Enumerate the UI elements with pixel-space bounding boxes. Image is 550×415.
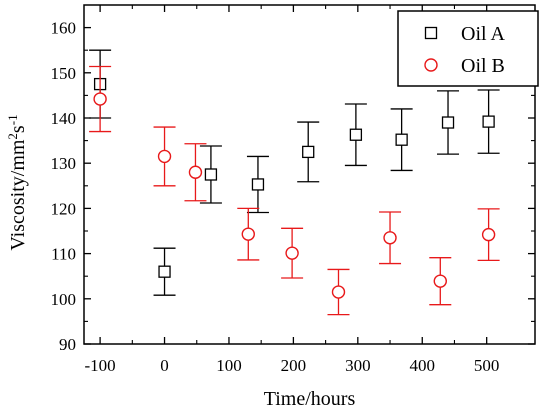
circle-marker [241, 227, 255, 241]
circle-marker [157, 149, 172, 164]
data-point [437, 90, 460, 155]
x-tick-label: 500 [474, 356, 500, 375]
data-point [281, 227, 304, 279]
circle-marker [331, 285, 346, 299]
circle-marker [188, 165, 203, 179]
square-marker [395, 133, 408, 146]
data-point [327, 268, 350, 316]
y-tick-label: 150 [51, 64, 77, 83]
x-tick-label: -100 [85, 356, 116, 375]
data-point [184, 143, 207, 202]
x-tick-label: 400 [410, 356, 436, 375]
y-axis-title-base: Viscosity/mm [7, 139, 29, 250]
data-point [344, 103, 367, 167]
y-axis-title-mid: s [7, 125, 29, 133]
data-marks [89, 49, 500, 316]
x-tick-label: 0 [160, 356, 169, 375]
legend-box [397, 10, 539, 87]
square-marker [302, 145, 315, 159]
y-axis-title: Viscosity/mm2s-1 [5, 114, 30, 250]
circle-marker [481, 227, 496, 242]
square-marker [349, 128, 363, 141]
y-tick-label: 110 [51, 245, 76, 264]
legend-square-marker [424, 26, 438, 40]
legend-label-oil-b: Oil B [461, 55, 505, 77]
series-oil-b [89, 65, 500, 316]
data-point [429, 257, 452, 306]
y-tick-label: 120 [51, 199, 77, 218]
y-tick-label: 140 [51, 109, 77, 128]
data-point [477, 89, 500, 154]
x-tick-label: 300 [345, 356, 371, 375]
square-marker [251, 178, 265, 191]
legend-circle-marker [424, 58, 438, 72]
tick-labels: -100 0 100 200 300 400 500 90 100 110 120 130 140 150… [51, 19, 500, 375]
data-point [89, 65, 112, 133]
data-point [246, 155, 269, 214]
y-tick-label: 90 [59, 335, 76, 354]
data-point [390, 108, 413, 172]
data-point [297, 121, 320, 183]
legend: Oil A Oil B [397, 10, 539, 87]
circle-marker [433, 274, 447, 288]
data-point [379, 211, 402, 265]
y-tick-label: 100 [51, 290, 77, 309]
y-axis-title-sup2: -1 [5, 114, 20, 125]
x-tick-label: 100 [216, 356, 242, 375]
square-marker [482, 115, 495, 128]
data-point [237, 207, 260, 261]
y-axis-title-sup1: 2 [5, 133, 20, 140]
circle-marker [93, 92, 107, 106]
legend-label-oil-a: Oil A [461, 23, 505, 45]
y-tick-label: 160 [51, 19, 77, 38]
y-tick-label: 130 [51, 154, 77, 173]
square-marker [204, 168, 218, 181]
x-axis-title: Time/hours [264, 388, 356, 410]
plot-border [83, 4, 536, 345]
plot-frame [83, 4, 536, 345]
circle-marker [383, 231, 397, 245]
square-marker [158, 265, 171, 278]
square-marker [441, 116, 455, 129]
data-point [477, 208, 500, 262]
data-point [199, 145, 222, 204]
x-tick-label: 200 [281, 356, 307, 375]
axis-ticks [84, 5, 535, 345]
circle-marker [285, 246, 299, 260]
data-point [153, 247, 176, 296]
data-point [153, 126, 176, 187]
